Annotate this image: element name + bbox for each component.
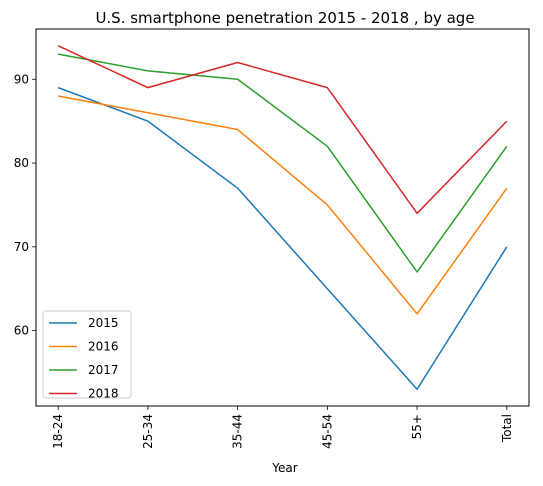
x-axis: 18-24 25-34 35-44 45-54 55+ Total [51,406,514,449]
series-line-2017 [58,53,508,273]
plot-frame [35,28,530,407]
x-tick-label: 35-44 [231,414,245,449]
y-axis: 60 70 80 90 [14,72,36,338]
legend-label-2016: 2016 [88,340,119,354]
y-tick-label: 80 [14,156,29,170]
plot-lines [57,45,508,390]
legend-box [42,310,132,399]
x-tick-label: 25-34 [141,414,155,449]
series-line-2015 [57,86,508,390]
y-tick-label: 90 [14,72,29,86]
chart-title: U.S. smartphone penetration 2015 - 2018 … [95,9,474,27]
series-line-2016 [58,95,508,315]
y-tick-label: 70 [14,240,29,254]
y-tick-label: 60 [14,324,29,338]
legend-label-2015: 2015 [88,316,119,330]
x-tick-label: Total [500,414,514,443]
x-tick-label: 18-24 [51,414,65,449]
series-line-2018 [57,45,508,215]
x-axis-label: Year [271,461,297,475]
legend: 2015 2016 2017 2018 [42,310,132,401]
legend-label-2017: 2017 [88,363,119,377]
legend-label-2018: 2018 [88,387,119,401]
x-tick-label: 55+ [410,414,424,439]
x-tick-label: 45-54 [320,414,334,449]
